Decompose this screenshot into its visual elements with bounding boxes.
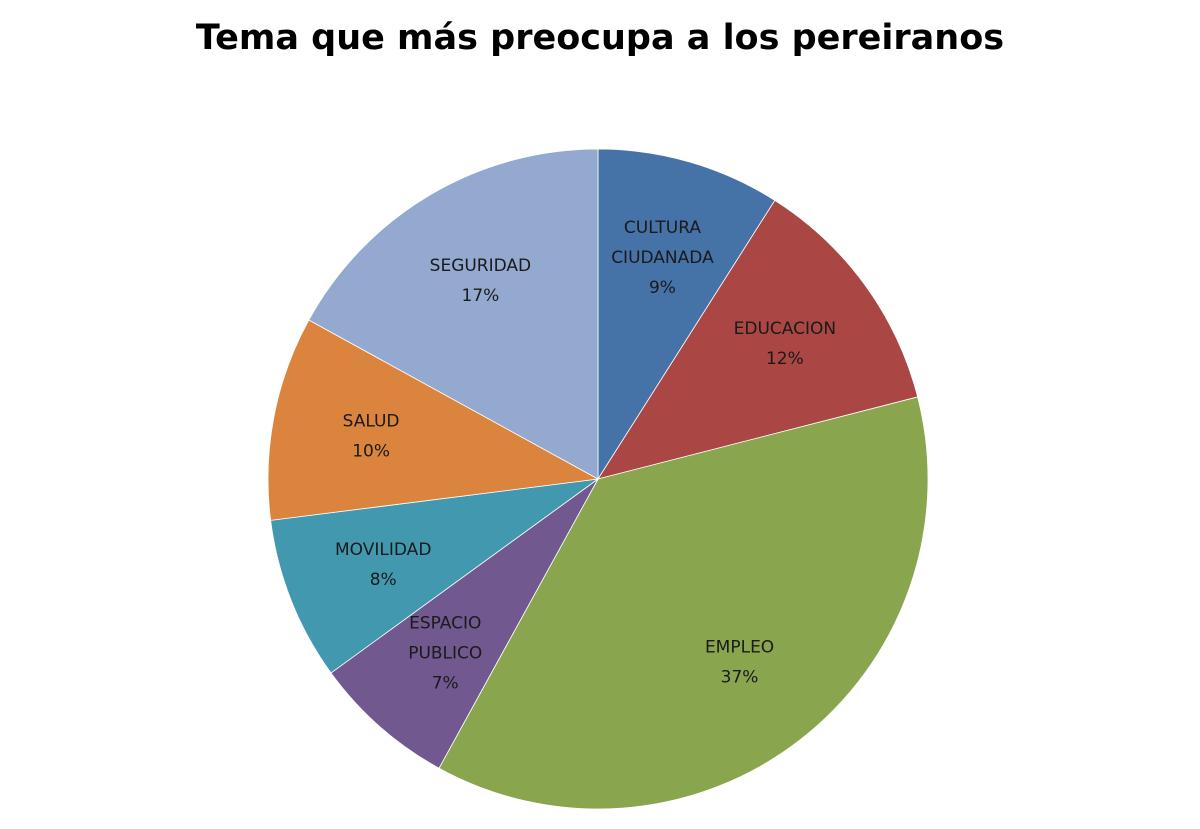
slice-label-seguridad: SEGURIDAD 17%	[430, 256, 532, 306]
slice-label-educacion: EDUCACION 12%	[734, 319, 836, 369]
slice-category-seguridad: SEGURIDAD	[430, 256, 532, 276]
slice-percent-salud: 10%	[352, 442, 390, 462]
slice-label-salud: SALUD 10%	[343, 412, 400, 462]
pie-slice-cultura-ciudanada	[597, 148, 776, 481]
slice-category-cultura-ciudanada: CULTURA	[624, 218, 701, 238]
slice-label-cultura-ciudanada: CULTURA CIUDANADA 9%	[611, 218, 714, 298]
chart-title: Tema que más preocupa a los pereiranos	[195, 18, 1005, 58]
slice-percent-cultura-ciudanada: 9%	[649, 278, 676, 298]
slice-category-movilidad: MOVILIDAD	[335, 540, 431, 560]
pie-slice-salud	[267, 319, 600, 521]
slice-percent-movilidad: 8%	[370, 570, 397, 590]
slice-category-salud: SALUD	[343, 412, 400, 432]
pie-slice-movilidad	[270, 478, 599, 674]
slice-percent-educacion: 12%	[766, 349, 804, 369]
slice-label-movilidad: MOVILIDAD 8%	[335, 540, 431, 590]
slice-category-cultura-ciudanada: CIUDANADA	[611, 248, 714, 268]
slice-percent-seguridad: 17%	[462, 286, 500, 306]
slice-label-espacio-publico: ESPACIO PUBLICO 7%	[408, 613, 482, 693]
slice-category-espacio-publico: ESPACIO	[409, 613, 481, 633]
slice-percent-empleo: 37%	[721, 668, 759, 688]
pie-slice-educacion	[597, 199, 919, 480]
slice-category-educacion: EDUCACION	[734, 319, 836, 339]
slice-category-empleo: EMPLEO	[705, 638, 774, 658]
pie-slices	[267, 148, 929, 810]
pie-slice-empleo	[438, 396, 929, 810]
slice-category-espacio-publico: PUBLICO	[408, 643, 482, 663]
pie-slice-espacio-publico	[330, 478, 599, 769]
pie-labels: CULTURA CIUDANADA 9%EDUCACION 12%EMPLEO 37%E…	[335, 218, 836, 693]
pie-slice-seguridad	[308, 148, 599, 480]
slice-percent-espacio-publico: 7%	[432, 673, 459, 693]
slice-label-empleo: EMPLEO 37%	[705, 638, 774, 688]
